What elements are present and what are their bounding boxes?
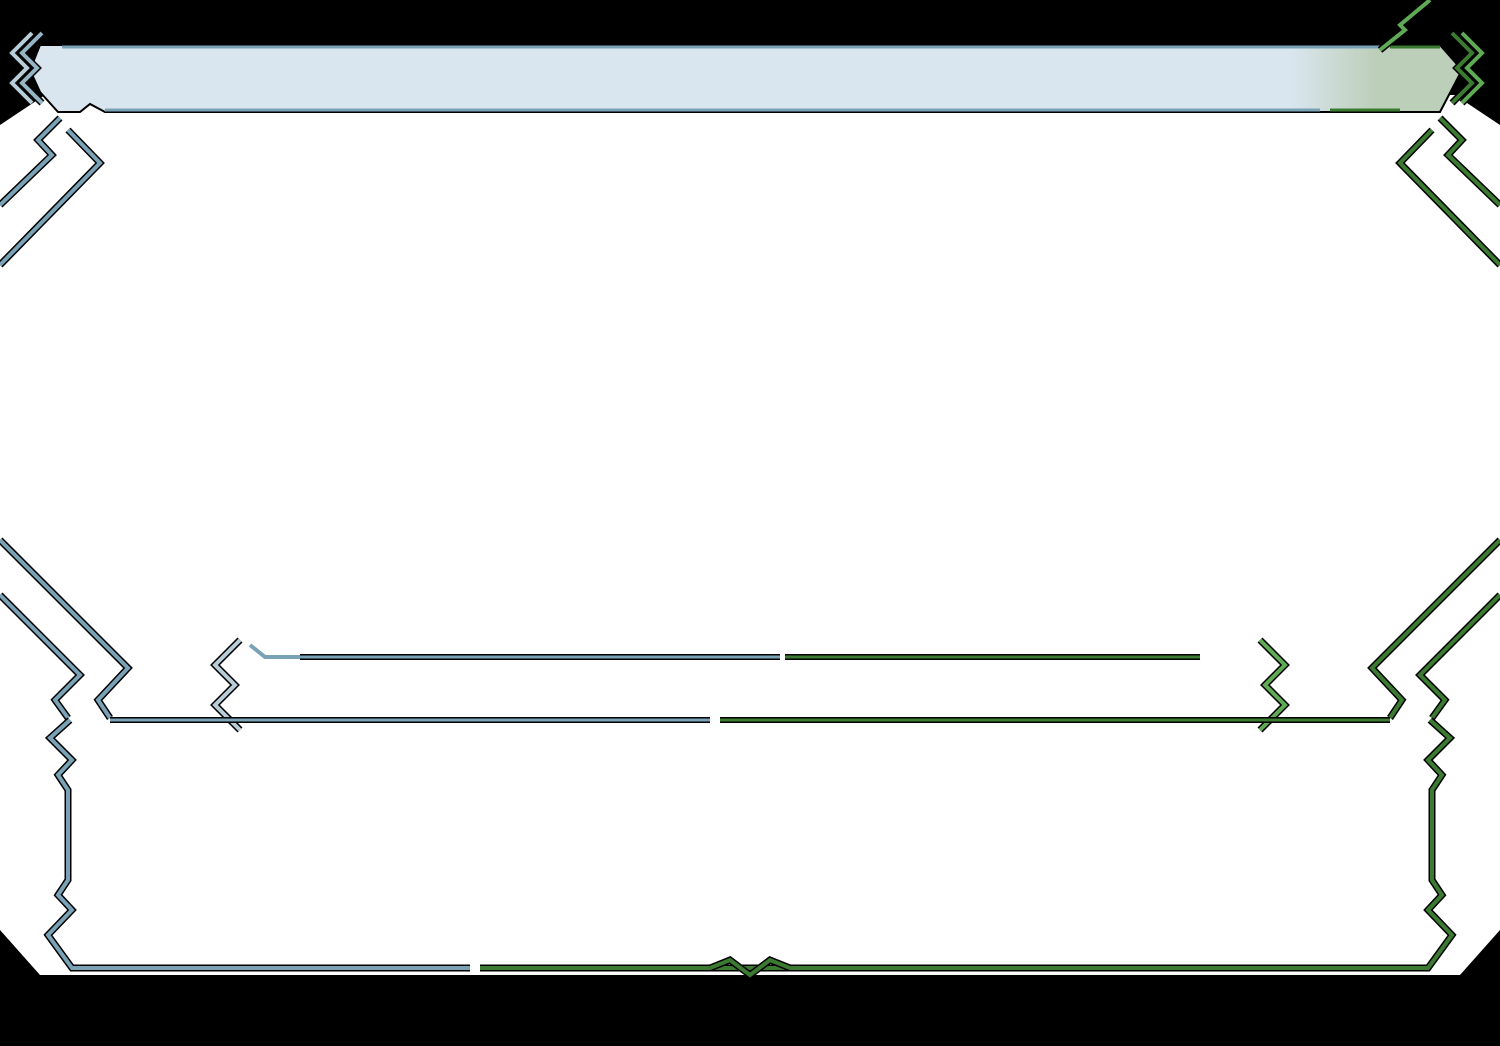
corner-ornament-top-right <box>1377 0 1500 268</box>
bottom-panel <box>43 717 1457 980</box>
corner-ornament-top-left <box>0 30 105 268</box>
side-lines-bottom-right <box>1367 537 1500 721</box>
main-panel-background <box>0 95 1500 975</box>
middle-bar <box>210 637 1290 733</box>
side-lines-bottom-left <box>0 537 133 721</box>
header-bar <box>28 44 1464 113</box>
